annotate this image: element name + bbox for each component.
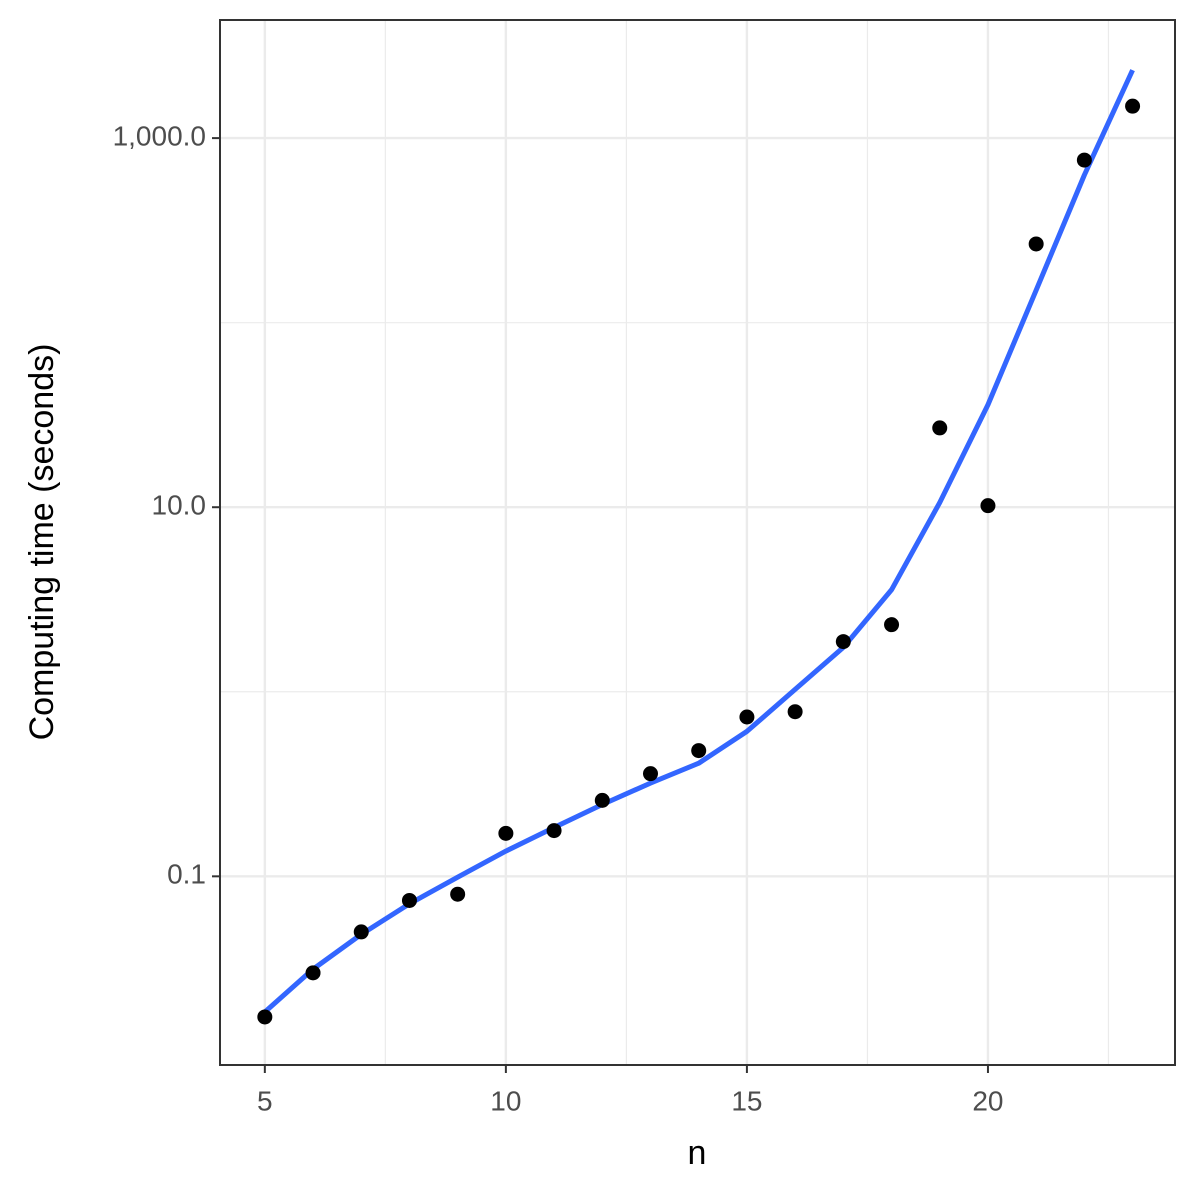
point (739, 709, 755, 725)
point (546, 823, 562, 839)
x-tick-label: 10 (490, 1085, 521, 1116)
point (980, 498, 996, 514)
point (835, 634, 851, 650)
marks (257, 69, 1141, 1025)
point (932, 420, 948, 436)
point (787, 704, 803, 720)
point (691, 743, 707, 759)
point (642, 766, 658, 782)
panel (220, 20, 1175, 1065)
point (498, 825, 514, 841)
y-axis-title: Computing time (seconds) (23, 344, 61, 741)
x-tick-label: 5 (257, 1085, 273, 1116)
point (1028, 236, 1044, 252)
y-tick-label: 0.1 (167, 859, 206, 890)
y-tick-label: 10.0 (152, 490, 207, 521)
x-tick-label: 15 (731, 1085, 762, 1116)
point (884, 617, 900, 633)
point (305, 965, 321, 981)
point (1076, 152, 1092, 168)
point (1125, 98, 1141, 114)
y-tick-label: 1,000.0 (113, 121, 206, 152)
point (353, 924, 369, 940)
point (594, 792, 610, 808)
point (450, 886, 466, 902)
point (257, 1009, 273, 1025)
x-axis-title: n (688, 1134, 707, 1172)
panel-border (219, 19, 1176, 1066)
point (401, 892, 417, 908)
x-tick-label: 20 (972, 1085, 1003, 1116)
grid (220, 20, 1175, 1065)
